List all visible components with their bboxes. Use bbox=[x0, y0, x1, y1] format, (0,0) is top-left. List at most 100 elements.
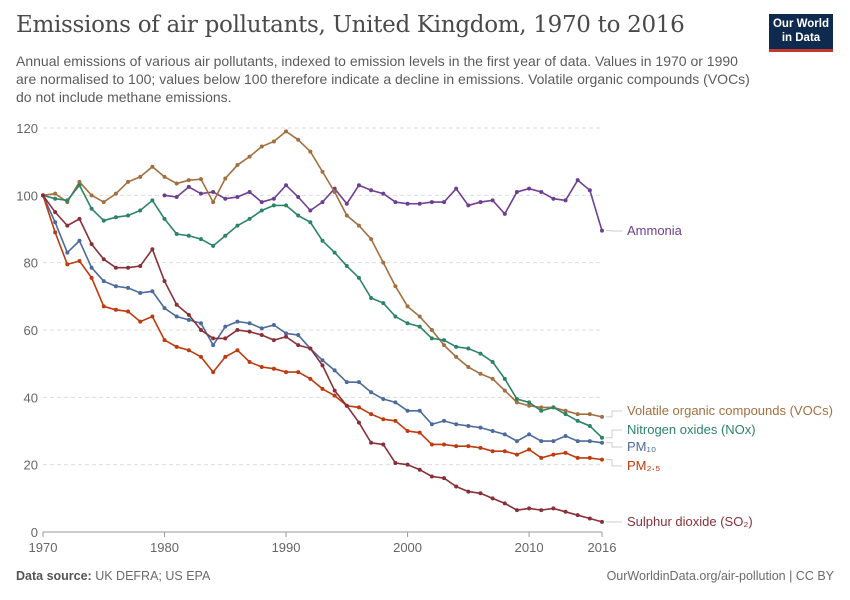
label-connector bbox=[606, 442, 622, 448]
data-point bbox=[429, 422, 434, 427]
data-point bbox=[211, 336, 216, 341]
data-point bbox=[186, 233, 191, 238]
data-point bbox=[284, 203, 289, 208]
data-point bbox=[126, 179, 131, 184]
data-point bbox=[527, 403, 532, 408]
data-point bbox=[259, 333, 264, 338]
data-point bbox=[527, 432, 532, 437]
data-point bbox=[344, 213, 349, 218]
data-point bbox=[417, 430, 422, 435]
data-point bbox=[381, 442, 386, 447]
data-point bbox=[186, 184, 191, 189]
data-point bbox=[502, 449, 507, 454]
data-point bbox=[454, 186, 459, 191]
data-point bbox=[77, 183, 82, 188]
data-point bbox=[223, 196, 228, 201]
data-point bbox=[539, 189, 544, 194]
data-point bbox=[259, 365, 264, 370]
data-point bbox=[174, 344, 179, 349]
data-point bbox=[405, 462, 410, 467]
data-point bbox=[113, 307, 118, 312]
data-point bbox=[126, 265, 131, 270]
data-point bbox=[138, 290, 143, 295]
data-point bbox=[539, 508, 544, 513]
data-point bbox=[563, 434, 568, 439]
data-point bbox=[502, 211, 507, 216]
y-tick-label: 80 bbox=[24, 256, 38, 271]
url-license[interactable]: OurWorldinData.org/air-pollution | CC BY bbox=[606, 569, 834, 583]
data-point bbox=[284, 370, 289, 375]
series-label: Ammonia bbox=[627, 223, 683, 238]
data-point bbox=[527, 186, 532, 191]
data-point bbox=[514, 439, 519, 444]
data-point bbox=[356, 275, 361, 280]
data-point bbox=[247, 154, 252, 159]
x-tick-label: 1980 bbox=[150, 540, 179, 555]
data-point bbox=[575, 439, 580, 444]
data-point bbox=[502, 501, 507, 506]
data-point bbox=[587, 188, 592, 193]
y-tick-label: 60 bbox=[24, 323, 38, 338]
data-point bbox=[417, 314, 422, 319]
data-point bbox=[393, 200, 398, 205]
data-point bbox=[429, 474, 434, 479]
data-point bbox=[454, 344, 459, 349]
data-point bbox=[454, 484, 459, 489]
data-point bbox=[563, 450, 568, 455]
data-point bbox=[247, 189, 252, 194]
data-point bbox=[442, 418, 447, 423]
data-point bbox=[502, 388, 507, 393]
data-point bbox=[393, 314, 398, 319]
data-point bbox=[405, 304, 410, 309]
data-point bbox=[527, 447, 532, 452]
data-point bbox=[259, 208, 264, 213]
data-point bbox=[174, 302, 179, 307]
series-line-3 bbox=[42, 195, 603, 444]
data-point bbox=[563, 509, 568, 514]
data-point bbox=[600, 435, 604, 440]
data-point bbox=[490, 429, 495, 433]
data-point bbox=[284, 334, 289, 339]
data-point bbox=[296, 195, 301, 200]
data-point bbox=[284, 331, 289, 336]
data-point bbox=[478, 445, 483, 450]
data-point bbox=[101, 257, 106, 262]
data-point bbox=[296, 343, 301, 348]
source-text[interactable]: UK DEFRA; US EPA bbox=[95, 569, 211, 583]
data-point bbox=[101, 218, 106, 223]
data-point bbox=[466, 489, 471, 494]
y-tick-label: 40 bbox=[24, 390, 38, 405]
data-point bbox=[271, 139, 276, 144]
data-point bbox=[575, 412, 580, 417]
data-point bbox=[356, 223, 361, 228]
data-point bbox=[454, 354, 459, 359]
data-point bbox=[150, 198, 155, 203]
data-point bbox=[478, 351, 483, 356]
data-point bbox=[174, 195, 179, 200]
series-label: PM₂.₅ bbox=[627, 458, 660, 473]
data-point bbox=[150, 314, 155, 319]
data-point bbox=[89, 193, 94, 198]
data-point bbox=[247, 329, 252, 334]
owid-logo[interactable]: Our World in Data bbox=[769, 14, 833, 52]
source-label: Data source: bbox=[16, 569, 92, 583]
data-point bbox=[198, 328, 203, 332]
data-point bbox=[539, 405, 544, 410]
data-point bbox=[89, 206, 94, 211]
data-point bbox=[271, 196, 276, 201]
data-point bbox=[490, 496, 495, 501]
data-point bbox=[77, 238, 82, 243]
data-point bbox=[235, 319, 240, 324]
data-point bbox=[429, 328, 434, 332]
data-point bbox=[417, 467, 422, 472]
data-point bbox=[332, 250, 337, 255]
data-point bbox=[514, 189, 519, 194]
data-point bbox=[502, 376, 507, 381]
data-point bbox=[101, 279, 106, 284]
y-tick-label: 100 bbox=[16, 188, 38, 203]
data-point bbox=[454, 444, 459, 449]
data-point bbox=[442, 200, 447, 205]
data-point bbox=[369, 412, 374, 417]
data-point bbox=[198, 177, 203, 182]
data-point bbox=[308, 149, 313, 154]
